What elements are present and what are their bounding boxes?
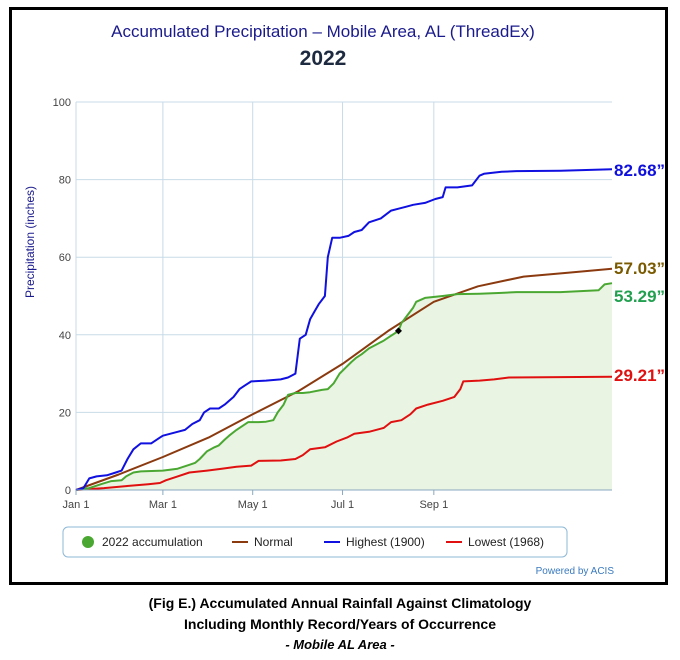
legend-box bbox=[62, 526, 568, 558]
accum-area bbox=[76, 283, 612, 490]
legend-label-highest[interactable]: Highest (1900) bbox=[346, 535, 425, 549]
y-tick-label: 0 bbox=[65, 485, 71, 497]
chart-subtitle: 2022 bbox=[300, 47, 347, 70]
legend-label-accum[interactable]: 2022 accumulation bbox=[102, 535, 203, 549]
series-line-accum bbox=[75, 282, 613, 491]
legend-label-normal[interactable]: Normal bbox=[254, 535, 293, 549]
chart-title: Accumulated Precipitation – Mobile Area,… bbox=[111, 22, 535, 41]
y-tick-label: 80 bbox=[59, 175, 71, 187]
series-line-lowest bbox=[75, 375, 613, 491]
acis-credit-link[interactable]: Powered by ACIS bbox=[536, 566, 615, 577]
x-tick-label: May 1 bbox=[238, 499, 268, 511]
end-label-lowest: 29.21” bbox=[614, 366, 665, 385]
chart-svg: Accumulated Precipitation – Mobile Area,… bbox=[23, 22, 665, 577]
x-tick-label: Mar 1 bbox=[149, 499, 177, 511]
axes: 0 20 40 60 80 100 Jan 1 Mar 1 May 1 Jul 1 Sep 1 bbox=[53, 97, 612, 511]
caption-line-2: Including Monthly Record/Years of Occurr… bbox=[184, 616, 496, 632]
accumulation-fill bbox=[76, 283, 612, 490]
current-day-marker bbox=[394, 327, 402, 335]
end-labels: 82.68” 57.03” 53.29” 29.21” bbox=[614, 161, 665, 385]
legend-marker-accum bbox=[82, 536, 94, 548]
x-tick-label: Jul 1 bbox=[331, 499, 354, 511]
end-label-accum: 53.29” bbox=[614, 287, 665, 306]
legend: 2022 accumulation Normal Highest (1900) Low… bbox=[62, 526, 568, 558]
caption-line-3: - Mobile AL Area - bbox=[285, 637, 395, 652]
y-axis-label: Precipitation (inches) bbox=[23, 186, 37, 298]
series-line-highest bbox=[75, 168, 613, 491]
caption-line-1: (Fig E.) Accumulated Annual Rainfall Aga… bbox=[148, 595, 532, 611]
series-line-normal bbox=[75, 267, 613, 491]
end-label-normal: 57.03” bbox=[614, 259, 665, 278]
x-tick-label: Jan 1 bbox=[63, 499, 90, 511]
y-tick-label: 20 bbox=[59, 407, 71, 419]
legend-label-lowest[interactable]: Lowest (1968) bbox=[468, 535, 544, 549]
y-tick-label: 100 bbox=[53, 97, 71, 109]
chart-frame: Accumulated Precipitation – Mobile Area,… bbox=[9, 7, 668, 585]
y-tick-label: 40 bbox=[59, 330, 71, 342]
end-label-highest: 82.68” bbox=[614, 161, 665, 180]
y-tick-label: 60 bbox=[59, 252, 71, 264]
x-tick-label: Sep 1 bbox=[419, 499, 448, 511]
series-lines bbox=[75, 168, 613, 491]
